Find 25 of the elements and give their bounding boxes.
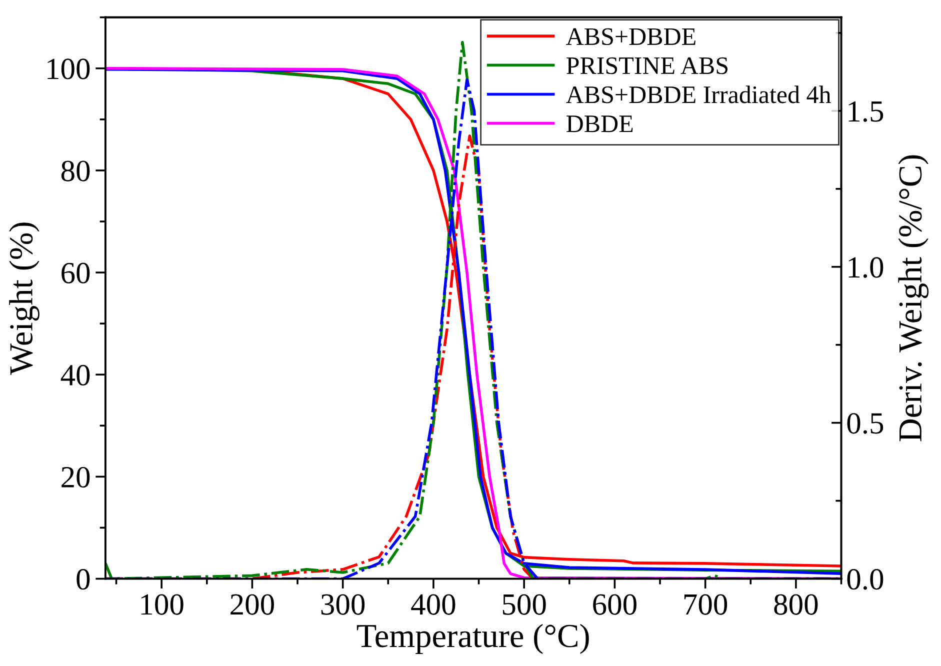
y2-axis-title: Deriv. Weight (%/°C) <box>898 155 929 442</box>
x-tick-label: 600 <box>593 594 636 615</box>
legend-label: PRISTINE ABS <box>566 57 728 74</box>
y-tick-label: 100 <box>48 58 90 80</box>
legend-label: ABS+DBDE Irradiated 4h <box>566 86 831 104</box>
legend-label: ABS+DBDE <box>566 28 696 46</box>
y-tick-label: 40 <box>60 364 90 386</box>
x-tick-label: 500 <box>502 594 546 615</box>
legend-label: DBDE <box>566 116 633 132</box>
x-tick-label: 300 <box>321 594 365 615</box>
y2-tick-label: 1.5 <box>848 101 884 122</box>
x-tick-label: 100 <box>141 594 184 615</box>
y2-tick-label: 0.5 <box>847 413 884 434</box>
y-axis-title: Weight (%) <box>9 222 40 375</box>
y-tick-label: 60 <box>62 262 90 284</box>
y2-tick-label: 0.0 <box>847 569 884 590</box>
y2-tick-label: 1.0 <box>848 257 884 278</box>
x-axis-title: Temperature (°C) <box>356 624 589 654</box>
y-tick-label: 20 <box>62 466 90 488</box>
x-tick-label: 200 <box>230 594 274 615</box>
y-tick-label: 80 <box>61 160 90 182</box>
x-tick-label: 800 <box>774 594 818 615</box>
x-tick-label: 700 <box>684 594 728 615</box>
x-tick-label: 400 <box>411 594 456 615</box>
y-tick-label: 0 <box>76 569 90 590</box>
